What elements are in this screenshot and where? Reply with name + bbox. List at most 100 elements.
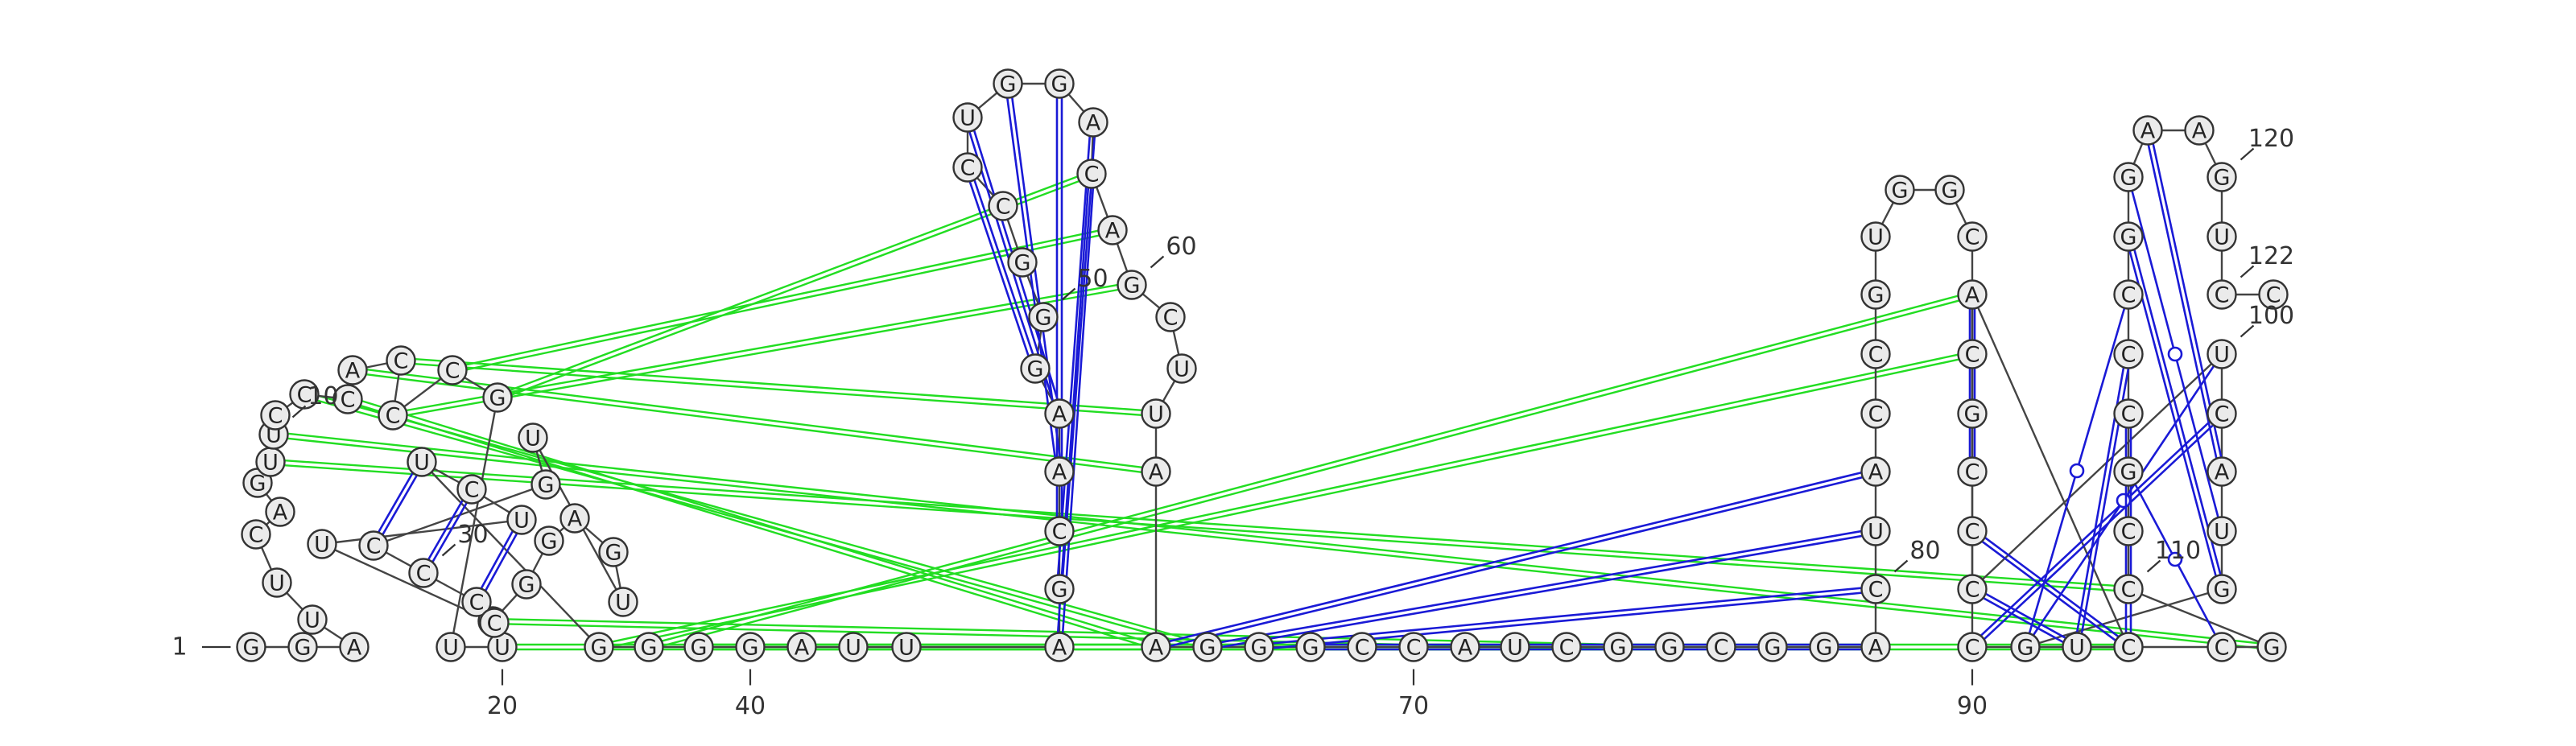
nucleotide: C bbox=[2113, 516, 2144, 546]
nucleotide-circle bbox=[511, 569, 542, 600]
nucleotide-letter: U bbox=[2214, 225, 2230, 250]
nucleotide-circle bbox=[988, 191, 1018, 221]
base-pair-line bbox=[2147, 144, 2218, 459]
position-number: 70 bbox=[1398, 669, 1429, 720]
base-pair-line bbox=[427, 500, 464, 560]
position-number-label: 10 bbox=[308, 382, 338, 410]
nucleotide: G bbox=[242, 468, 273, 498]
nucleotide-circle bbox=[1957, 456, 1988, 487]
tertiary-interaction-line bbox=[287, 432, 2259, 645]
nucleotide: U bbox=[838, 632, 869, 662]
gu-pair-marker bbox=[2069, 463, 2085, 479]
base-pair-line bbox=[382, 475, 418, 535]
nucleotide-letter: G bbox=[1035, 306, 1052, 331]
position-number-label: 40 bbox=[735, 692, 766, 720]
nucleotide-circle bbox=[461, 587, 492, 617]
nucleotide: U bbox=[487, 632, 518, 662]
nucleotide-circle bbox=[584, 632, 614, 662]
nucleotide: C bbox=[1860, 339, 1891, 369]
nucleotide: G bbox=[2207, 162, 2237, 192]
nucleotide-letter: C bbox=[2121, 636, 2136, 661]
nucleotide: U bbox=[436, 632, 466, 662]
nucleotide-circle bbox=[1028, 302, 1059, 332]
nucleotide-letter: G bbox=[489, 386, 506, 411]
nucleotide: G bbox=[1934, 175, 1965, 205]
nucleotide-letter: A bbox=[2192, 119, 2207, 144]
nucleotide: U bbox=[297, 604, 328, 635]
nucleotide-letter: U bbox=[414, 451, 430, 476]
nucleotide-circle bbox=[1957, 516, 1988, 546]
nucleotide-letter: A bbox=[1458, 636, 1473, 661]
nucleotide: C bbox=[378, 400, 408, 431]
nucleotide-circle bbox=[358, 530, 389, 561]
nucleotide-circle bbox=[1957, 339, 1988, 369]
nucleotide: G bbox=[287, 632, 318, 662]
nucleotide-letter: G bbox=[1610, 636, 1627, 661]
base-pair-line bbox=[1981, 540, 2116, 642]
nucleotide-circle bbox=[2113, 398, 2144, 429]
nucleotide: A bbox=[2132, 115, 2163, 146]
nucleotide-circle bbox=[1141, 398, 1171, 429]
nucleotide-circle bbox=[1860, 339, 1891, 369]
nucleotide-circle bbox=[598, 537, 629, 567]
nucleotide: U bbox=[891, 632, 922, 662]
nucleotide-letter: G bbox=[1014, 251, 1031, 276]
nucleotide: C bbox=[461, 587, 492, 617]
position-number: 80 bbox=[1893, 537, 1941, 573]
nucleotide: A bbox=[1860, 456, 1891, 487]
position-number-label: 122 bbox=[2248, 242, 2294, 270]
nucleotide-letter: C bbox=[1868, 343, 1884, 368]
nucleotide-circle bbox=[534, 525, 564, 556]
nucleotide-letter: G bbox=[518, 573, 535, 598]
base-pair-line bbox=[1984, 536, 2120, 638]
base-pair-line bbox=[1273, 587, 1862, 645]
nucleotide-circle bbox=[735, 632, 766, 662]
nucleotide: G bbox=[1192, 632, 1223, 662]
nucleotide-letter: C bbox=[469, 591, 485, 616]
nucleotide-circle bbox=[2207, 162, 2237, 192]
nucleotide-circle bbox=[2062, 632, 2092, 662]
nucleotide-letter: G bbox=[1124, 274, 1141, 299]
nucleotide-letter: C bbox=[341, 388, 356, 413]
nucleotide: C bbox=[2113, 574, 2144, 604]
nucleotide-letter: C bbox=[1965, 225, 1980, 250]
nucleotide: C bbox=[2113, 279, 2144, 310]
nucleotide-letter: A bbox=[1965, 283, 1980, 308]
position-number-label: 70 bbox=[1398, 692, 1429, 720]
nucleotide-letter: G bbox=[1000, 72, 1017, 97]
nucleotide-letter: C bbox=[464, 478, 480, 503]
backbone-segment bbox=[449, 397, 499, 648]
base-pair-line bbox=[973, 179, 1034, 355]
nucleotide-circle bbox=[1044, 456, 1075, 487]
nucleotide: U bbox=[1860, 516, 1891, 546]
nucleotide: C bbox=[479, 608, 510, 638]
base-pair-line bbox=[2133, 249, 2222, 575]
nucleotide-circle bbox=[1654, 632, 1685, 662]
nucleotide: C bbox=[1860, 398, 1891, 429]
nucleotide: A bbox=[1044, 632, 1075, 662]
nucleotide-letter: C bbox=[996, 195, 1011, 220]
tertiary-interaction-line bbox=[361, 400, 1144, 642]
nucleotide-letter: C bbox=[1868, 402, 1884, 427]
nucleotide-circle bbox=[436, 632, 466, 662]
nucleotide-letter: G bbox=[295, 636, 312, 661]
nucleotide: G bbox=[1957, 398, 1988, 429]
nucleotide-letter: U bbox=[898, 636, 914, 661]
nucleotide: U bbox=[2207, 516, 2237, 546]
nucleotide-letter: U bbox=[1174, 357, 1190, 382]
number-tick bbox=[1150, 255, 1165, 269]
nucleotide: A bbox=[559, 503, 590, 534]
nucleotide: A bbox=[2184, 115, 2215, 146]
nucleotide: C bbox=[332, 384, 363, 414]
nucleotide: A bbox=[1141, 456, 1171, 487]
position-number-label: 80 bbox=[1909, 537, 1940, 565]
nucleotide-letter: G bbox=[1964, 402, 1981, 427]
nucleotide-letter: C bbox=[445, 359, 460, 384]
nucleotide: C bbox=[2207, 632, 2237, 662]
nucleotide-letter: U bbox=[1148, 402, 1164, 427]
position-number-label: 60 bbox=[1166, 233, 1196, 261]
nucleotide-letter: G bbox=[1051, 578, 1068, 603]
nucleotide: G bbox=[534, 525, 564, 556]
tertiary-interaction-line bbox=[316, 399, 1194, 647]
nucleotide: C bbox=[241, 519, 271, 550]
